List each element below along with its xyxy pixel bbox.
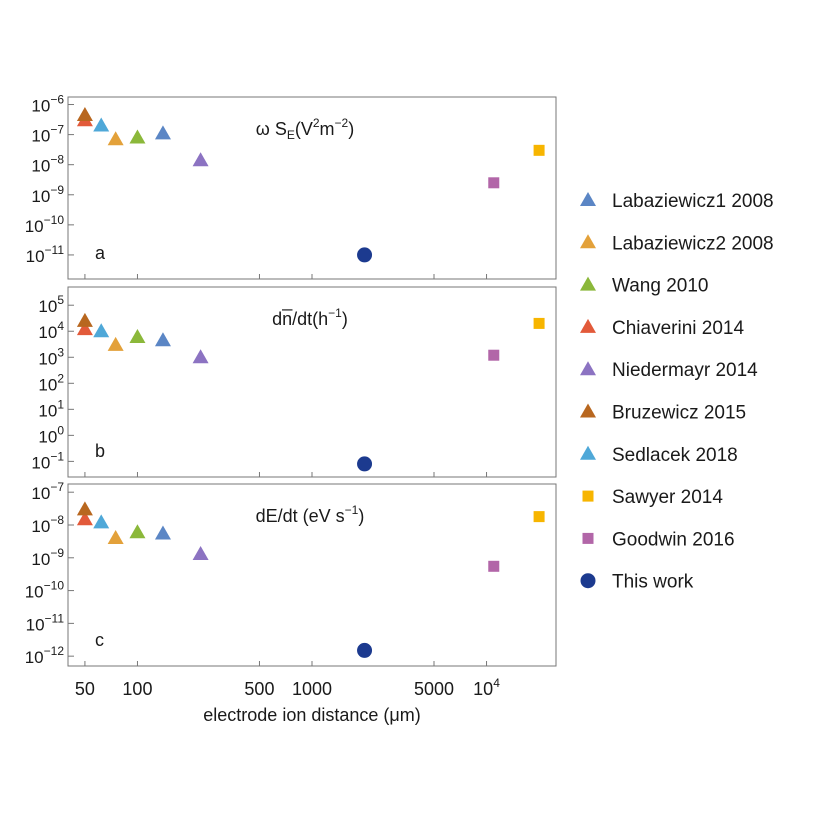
legend-marker (580, 192, 596, 206)
data-point (93, 117, 110, 132)
data-point (192, 349, 209, 364)
legend-item: Labaziewicz1 2008 (580, 191, 774, 212)
y-tick-label: 10−8 (31, 153, 64, 176)
panel-letter-a: a (95, 243, 106, 263)
legend-label: Wang 2010 (612, 276, 708, 297)
legend-item: Niedermayr 2014 (580, 360, 758, 381)
legend-label: Sedlacek 2018 (612, 445, 738, 466)
data-point (533, 144, 545, 156)
y-tick-label: 10−6 (31, 93, 64, 116)
data-point (488, 349, 500, 361)
y-tick-label: 10−9 (31, 546, 64, 569)
data-point (107, 131, 124, 146)
panel-letter-c: c (95, 630, 104, 650)
data-point (488, 177, 500, 189)
legend-label: This work (612, 572, 694, 593)
legend-label: Chiaverini 2014 (612, 318, 744, 339)
data-point (76, 501, 93, 516)
legend-label: Sawyer 2014 (612, 487, 723, 508)
data-point (93, 323, 110, 338)
x-tick-label: 50 (75, 679, 95, 699)
panel-title-c: dE/dt (eV s−1) (256, 503, 365, 526)
x-tick-label: 104 (473, 676, 500, 699)
panel-b: 105 104 103 102 101 100 10−1 dn̅/dt(h−1) b (31, 286, 557, 478)
data-point (357, 247, 373, 263)
data-point (107, 530, 124, 545)
y-tick-label: 10−7 (31, 123, 64, 146)
y-tick-label: 10−10 (25, 579, 65, 602)
y-tick-label: 10−10 (25, 213, 65, 236)
y-tick-label: 10−11 (26, 611, 65, 634)
y-tick-label: 105 (38, 293, 64, 316)
data-point (129, 329, 146, 344)
x-axis-label: electrode ion distance (μm) (203, 705, 420, 725)
y-tick-label: 10−11 (26, 243, 65, 266)
legend-item: This work (580, 572, 694, 593)
legend-label: Labaziewicz1 2008 (612, 191, 774, 212)
y-tick-label: 101 (38, 397, 64, 420)
data-point (76, 312, 93, 327)
panel-a: 10−6 10−7 10−8 10−9 10−10 10−11 ω SE(V2m−2) a (25, 93, 557, 280)
y-tick-label: 10−8 (31, 513, 64, 536)
legend-item: Labaziewicz2 2008 (580, 233, 774, 254)
data-point (357, 642, 373, 658)
data-point (154, 332, 171, 347)
data-point (76, 321, 93, 336)
legend-label: Labaziewicz2 2008 (612, 233, 774, 254)
x-tick-label: 5000 (414, 679, 454, 699)
data-point (107, 336, 124, 351)
legend-marker (582, 490, 594, 502)
legend: Labaziewicz1 2008 Labaziewicz2 2008 Wang 2… (580, 191, 774, 593)
y-tick-label: 10−1 (31, 449, 64, 472)
y-tick-label: 104 (38, 319, 64, 342)
legend-label: Niedermayr 2014 (612, 360, 758, 381)
data-point (76, 511, 93, 526)
data-point (192, 152, 209, 167)
x-tick-label: 500 (244, 679, 274, 699)
legend-item: Sawyer 2014 (582, 487, 723, 508)
legend-label: Bruzewicz 2015 (612, 403, 746, 424)
legend-label: Goodwin 2016 (612, 529, 735, 550)
data-point (488, 560, 500, 572)
legend-marker (580, 318, 596, 333)
y-tick-label: 10−9 (31, 183, 64, 206)
legend-item: Chiaverini 2014 (580, 318, 744, 339)
data-point (154, 525, 171, 540)
legend-marker (580, 361, 596, 376)
panel-title-b: dn̅/dt(h−1) (272, 306, 348, 329)
y-tick-label: 10−12 (25, 644, 65, 667)
legend-marker (580, 445, 596, 460)
data-point (129, 524, 146, 539)
legend-item: Sedlacek 2018 (580, 445, 738, 466)
y-tick-label: 102 (38, 371, 64, 394)
legend-marker (580, 276, 596, 291)
panel-letter-b: b (95, 441, 105, 461)
data-point (533, 511, 545, 523)
legend-marker (582, 532, 594, 544)
x-tick-label: 100 (122, 679, 152, 699)
legend-item: Goodwin 2016 (582, 529, 735, 550)
y-tick-label: 100 (38, 423, 64, 446)
panel-c: 10−7 10−8 10−9 10−10 10−11 10−12 dE/dt (eV s−1… (25, 480, 557, 667)
legend-marker (580, 234, 596, 249)
data-point (357, 456, 373, 472)
data-point (93, 514, 110, 529)
data-point (192, 546, 209, 561)
legend-item: Bruzewicz 2015 (580, 403, 746, 424)
data-point (154, 125, 171, 140)
panel-title-a: ω SE(V2m−2) (256, 116, 354, 142)
y-tick-label: 10−7 (31, 480, 64, 503)
legend-item: Wang 2010 (580, 276, 708, 297)
y-tick-label: 103 (38, 345, 64, 368)
legend-marker (580, 573, 596, 589)
legend-marker (580, 403, 596, 418)
data-point (76, 106, 93, 121)
x-tick-label: 1000 (292, 679, 332, 699)
data-point (129, 129, 146, 144)
data-point (533, 317, 545, 329)
